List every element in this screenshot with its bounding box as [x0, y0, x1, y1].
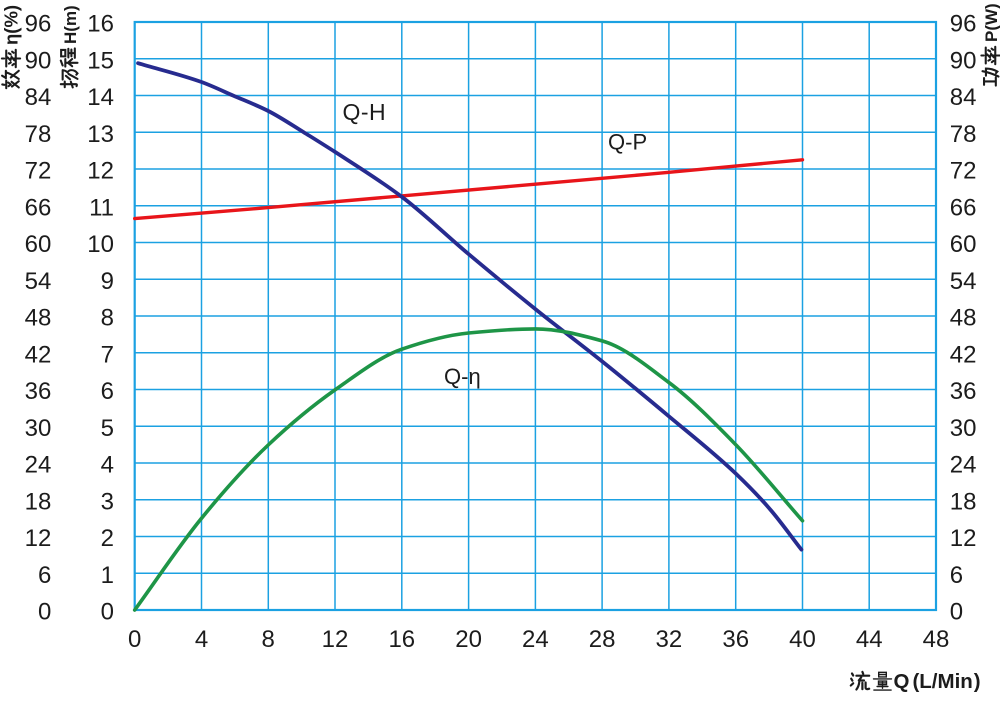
svg-text:72: 72 [950, 158, 977, 185]
svg-text:6: 6 [950, 562, 963, 589]
svg-text:66: 66 [950, 194, 977, 221]
svg-text:54: 54 [25, 268, 52, 295]
svg-text:30: 30 [25, 415, 52, 442]
svg-text:0: 0 [38, 599, 51, 626]
svg-text:60: 60 [25, 231, 52, 258]
svg-text:14: 14 [87, 84, 114, 111]
svg-text:48: 48 [950, 305, 977, 332]
svg-text:18: 18 [25, 488, 52, 515]
svg-text:44: 44 [856, 626, 883, 653]
svg-text:40: 40 [789, 626, 816, 653]
svg-text:1: 1 [101, 562, 114, 589]
svg-text:10: 10 [87, 231, 114, 258]
svg-text:24: 24 [950, 452, 977, 479]
svg-text:12: 12 [25, 525, 52, 552]
svg-text:18: 18 [950, 488, 977, 515]
svg-text:7: 7 [101, 341, 114, 368]
svg-text:6: 6 [38, 562, 51, 589]
svg-text:Q-H: Q-H [343, 99, 387, 125]
svg-text:16: 16 [87, 11, 114, 38]
svg-text:30: 30 [950, 415, 977, 442]
svg-text:5: 5 [101, 415, 114, 442]
svg-text:36: 36 [25, 378, 52, 405]
svg-text:24: 24 [522, 626, 549, 653]
svg-text:90: 90 [950, 47, 977, 74]
svg-text:15: 15 [87, 47, 114, 74]
svg-text:84: 84 [25, 84, 52, 111]
svg-text:36: 36 [722, 626, 749, 653]
svg-text:20: 20 [455, 626, 482, 653]
svg-text:16: 16 [388, 626, 415, 653]
svg-text:36: 36 [950, 378, 977, 405]
svg-text:32: 32 [656, 626, 683, 653]
svg-text:9: 9 [101, 268, 114, 295]
svg-text:48: 48 [25, 305, 52, 332]
svg-text:12: 12 [950, 525, 977, 552]
svg-text:8: 8 [101, 305, 114, 332]
svg-text:96: 96 [25, 11, 52, 38]
svg-text:Q(L/Min): Q (L/Min) [894, 670, 981, 693]
svg-text:11: 11 [89, 194, 114, 221]
svg-text:12: 12 [87, 158, 114, 185]
svg-text:H(m): H(m) [61, 5, 80, 44]
svg-text:3: 3 [101, 488, 114, 515]
svg-text:66: 66 [25, 194, 52, 221]
svg-text:P(W): P(W) [982, 3, 1000, 42]
svg-text:0: 0 [128, 626, 141, 653]
svg-text:6: 6 [101, 378, 114, 405]
svg-text:η(%): η(%) [1, 5, 22, 45]
svg-text:24: 24 [25, 452, 52, 479]
svg-text:0: 0 [950, 599, 963, 626]
svg-text:42: 42 [25, 341, 52, 368]
svg-text:96: 96 [950, 11, 977, 38]
svg-text:4: 4 [101, 452, 114, 479]
svg-text:28: 28 [589, 626, 616, 653]
svg-text:90: 90 [25, 47, 52, 74]
svg-text:42: 42 [950, 341, 977, 368]
svg-text:Q-P: Q-P [608, 130, 647, 155]
svg-text:8: 8 [262, 626, 275, 653]
svg-text:48: 48 [923, 626, 950, 653]
svg-text:84: 84 [950, 84, 977, 111]
svg-text:2: 2 [101, 525, 114, 552]
svg-text:Q-η: Q-η [444, 364, 481, 389]
svg-text:78: 78 [25, 121, 52, 148]
svg-text:13: 13 [87, 121, 114, 148]
svg-text:4: 4 [195, 626, 208, 653]
svg-text:12: 12 [322, 626, 349, 653]
svg-text:60: 60 [950, 231, 977, 258]
svg-text:54: 54 [950, 268, 977, 295]
svg-text:72: 72 [25, 158, 52, 185]
svg-text:0: 0 [101, 599, 114, 626]
svg-text:78: 78 [950, 121, 977, 148]
